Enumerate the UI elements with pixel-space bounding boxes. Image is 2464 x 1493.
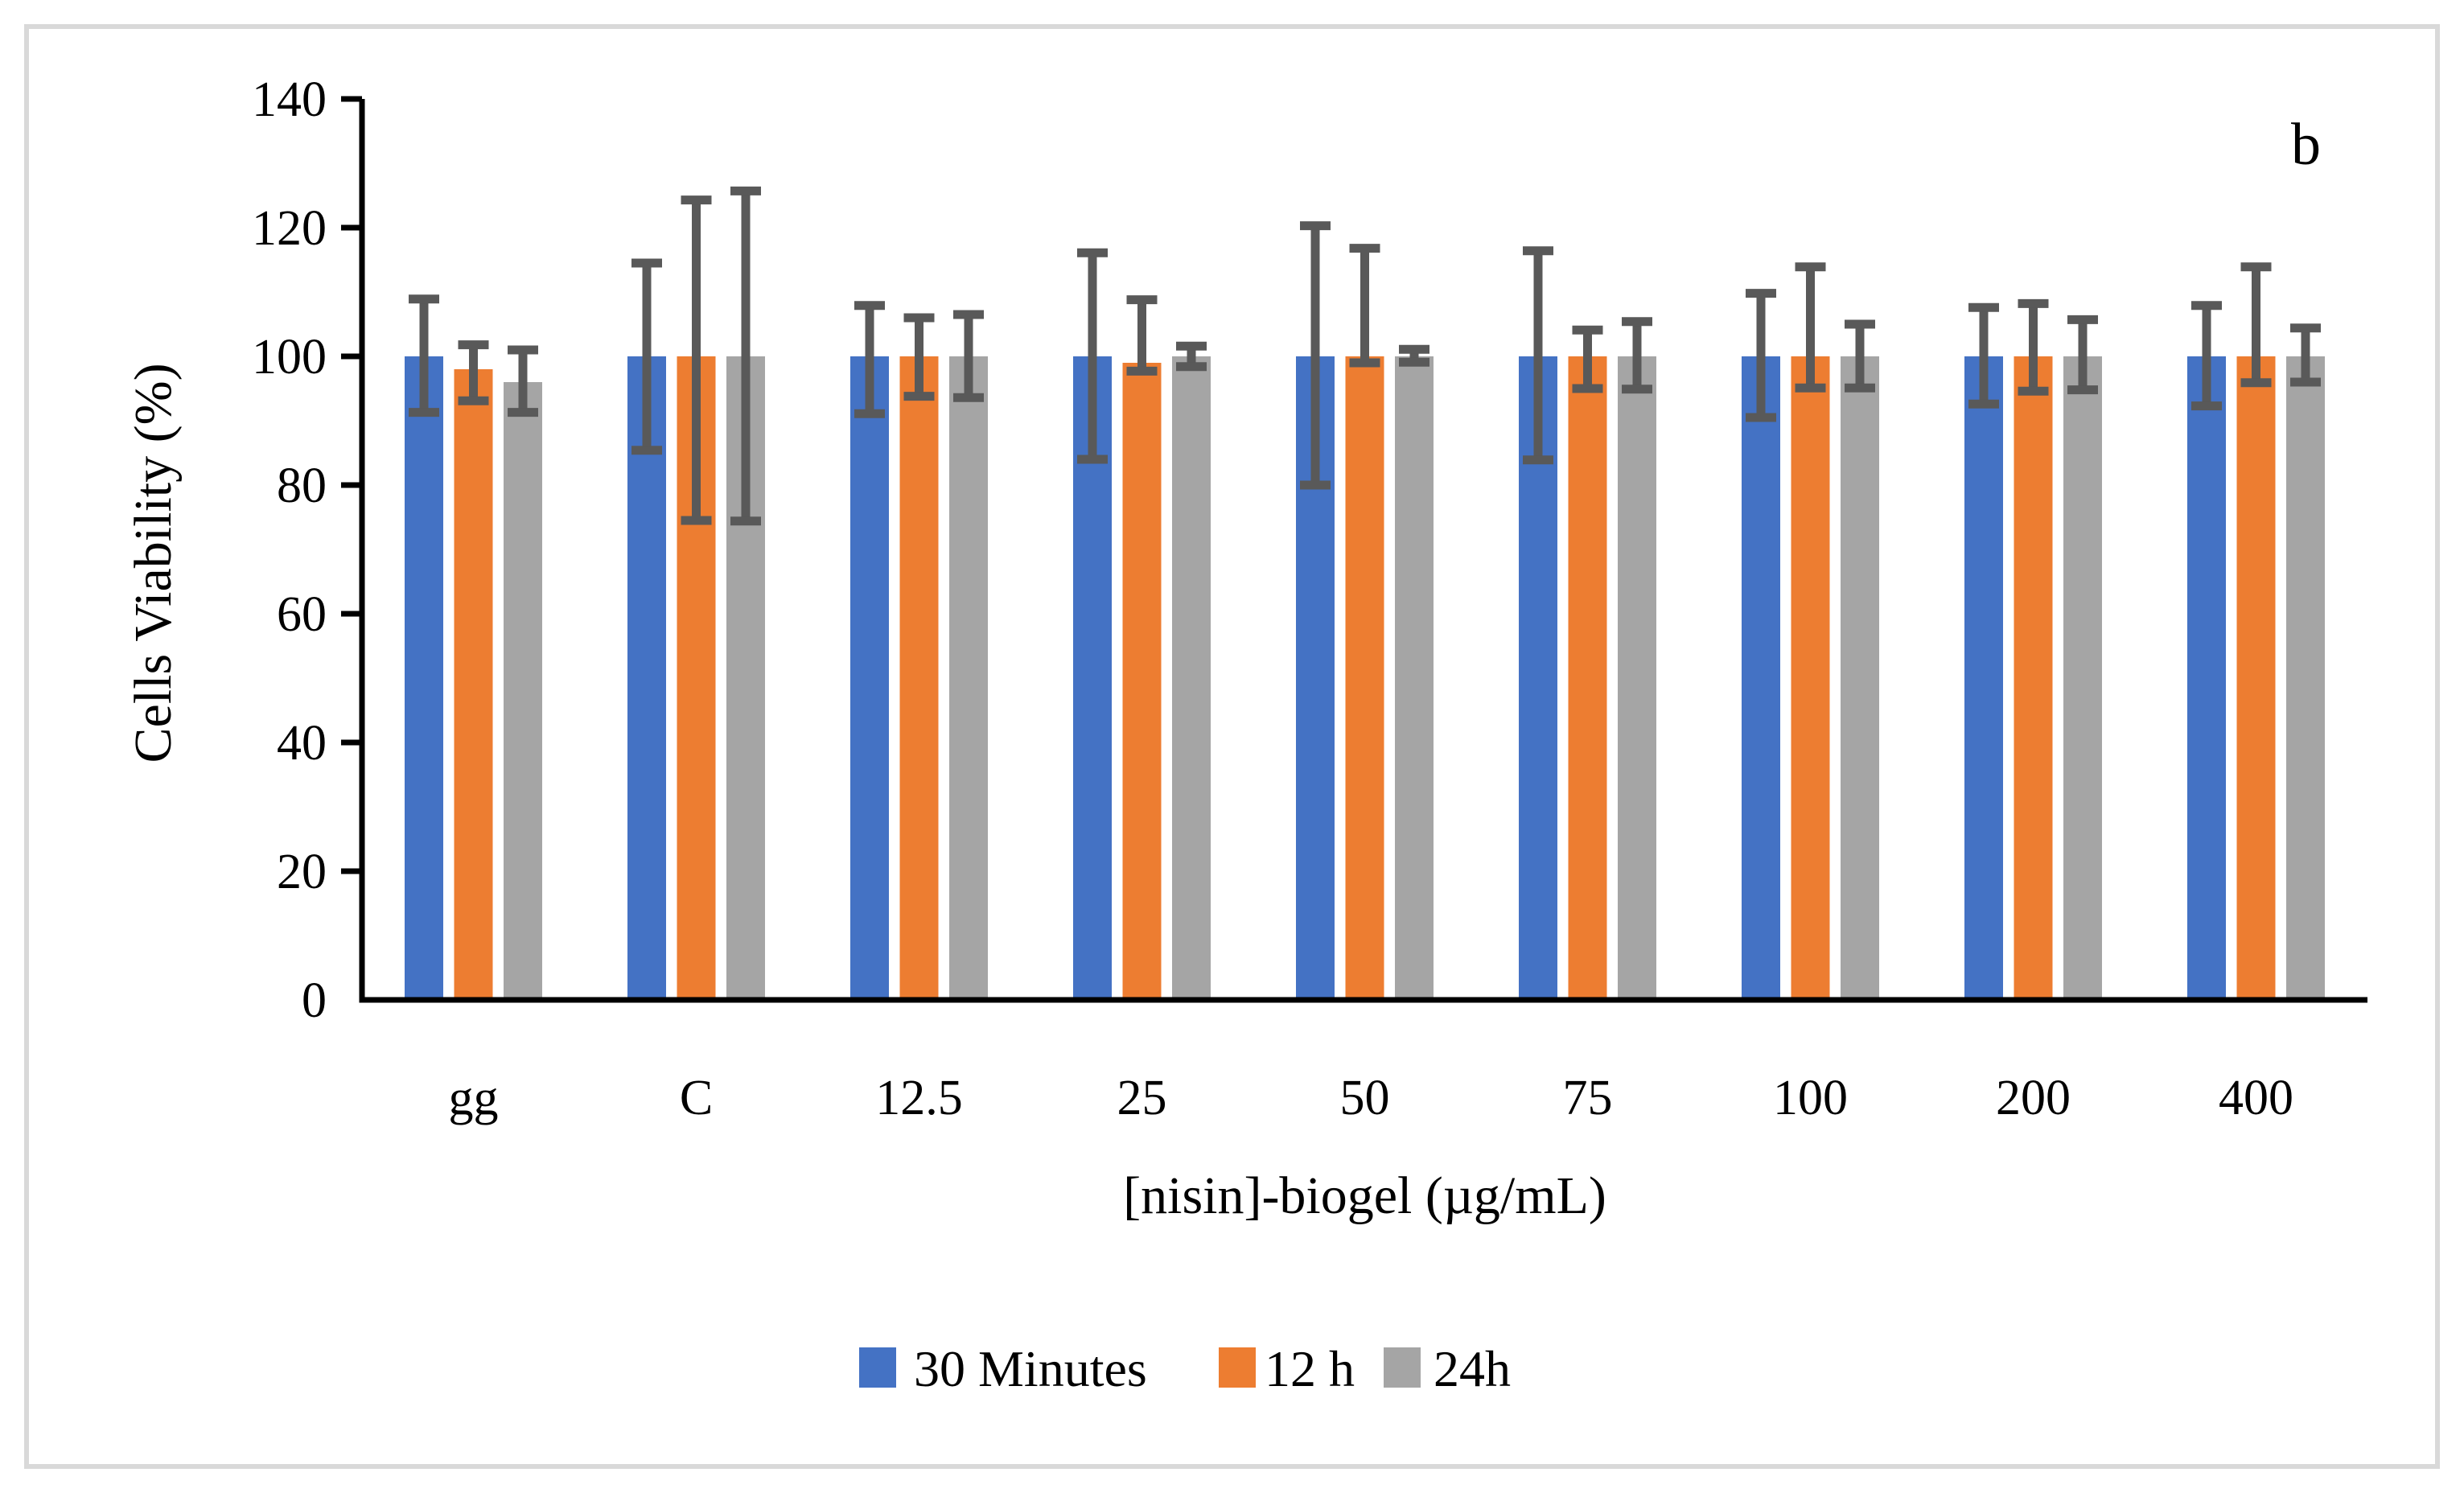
x-category-label: 200 <box>1996 1071 2071 1125</box>
x-axis-title: [nisin]-biogel (µg/mL) <box>1123 1166 1606 1225</box>
x-category-label: 50 <box>1340 1071 1390 1125</box>
bar-24h-50 <box>1395 356 1434 1000</box>
error-bar-30-minutes-C <box>631 258 662 455</box>
bar-24h-25 <box>1172 356 1211 1000</box>
error-bar-12-h-200 <box>2018 298 2049 396</box>
y-axis-title: Cells Viability (%) <box>124 363 183 763</box>
bar-24h-200 <box>2063 356 2102 1000</box>
error-bar-12-h-25 <box>1126 295 1158 376</box>
y-tick-label: 80 <box>277 459 327 513</box>
bar-12-h-50 <box>1345 356 1384 1000</box>
error-bar-12-h-50 <box>1349 244 1380 368</box>
error-bar-24h-100 <box>1845 319 1875 393</box>
y-tick-label: 100 <box>252 330 327 385</box>
legend-label-12-h: 12 h <box>1265 1340 1355 1397</box>
bar-30-minutes-400 <box>2187 356 2226 1000</box>
error-bar-30-minutes-75 <box>1523 246 1553 465</box>
x-category-label: 12.5 <box>875 1071 963 1125</box>
error-bar-12-h-12.5 <box>903 313 935 401</box>
error-bar-30-minutes-12.5 <box>854 301 885 418</box>
bar-24h-12.5 <box>949 356 988 1000</box>
x-category-label: 400 <box>2219 1071 2293 1125</box>
bar-30-minutes-200 <box>1964 356 2003 1000</box>
x-category-label: 75 <box>1563 1071 1613 1125</box>
error-bar-30-minutes-400 <box>2191 301 2222 411</box>
bar-30-minutes-100 <box>1742 356 1780 1000</box>
bar-24h-400 <box>2286 356 2325 1000</box>
bar-12-h-100 <box>1791 356 1830 1000</box>
bar-30-minutes-gg <box>405 356 443 1000</box>
error-bar-12-h-100 <box>1795 262 1826 393</box>
legend-swatch-30-minutes <box>859 1347 896 1388</box>
bar-12-h-200 <box>2014 356 2053 1000</box>
error-bar-24h-50 <box>1399 344 1429 367</box>
error-bar-30-minutes-gg <box>409 294 439 417</box>
bar-12-h-75 <box>1568 356 1607 1000</box>
error-bar-30-minutes-25 <box>1077 248 1108 464</box>
legend-swatch-24h <box>1384 1347 1421 1388</box>
bar-30-minutes-C <box>627 356 666 1000</box>
bar-24h-gg <box>504 382 542 1000</box>
error-bar-12-h-gg <box>458 340 489 405</box>
error-bar-30-minutes-200 <box>1968 302 1999 409</box>
y-tick-label: 0 <box>302 973 327 1028</box>
error-bar-24h-C <box>730 186 761 526</box>
x-category-label: C <box>680 1071 713 1125</box>
error-bar-24h-gg <box>508 345 538 417</box>
error-bar-12-h-C <box>681 195 712 525</box>
y-tick-label: 120 <box>252 201 327 256</box>
legend-label-30-minutes: 30 Minutes <box>914 1340 1147 1397</box>
x-category-label: 100 <box>1773 1071 1848 1125</box>
error-bar-30-minutes-100 <box>1746 289 1776 422</box>
error-bar-12-h-400 <box>2240 262 2272 388</box>
error-bar-24h-25 <box>1176 341 1207 372</box>
legend <box>859 1347 1421 1388</box>
bar-24h-75 <box>1618 356 1656 1000</box>
y-tick-label: 40 <box>277 716 327 771</box>
legend-label-24h: 24h <box>1434 1340 1511 1397</box>
y-tick-label: 60 <box>277 587 327 642</box>
x-category-label: 25 <box>1117 1071 1167 1125</box>
error-bar-24h-200 <box>2067 315 2098 395</box>
error-bar-24h-75 <box>1622 317 1652 394</box>
figure-label-b: b <box>2291 112 2321 178</box>
error-bar-24h-12.5 <box>953 310 984 402</box>
y-tick-label: 140 <box>252 72 327 127</box>
y-tick-label: 20 <box>277 845 327 899</box>
error-bar-30-minutes-50 <box>1300 221 1331 490</box>
bar-12-h-400 <box>2236 356 2276 1000</box>
legend-swatch-12-h <box>1219 1347 1256 1388</box>
bar-12-h-25 <box>1122 363 1162 1000</box>
bar-30-minutes-12.5 <box>850 356 889 1000</box>
figure-border-frame <box>24 24 2440 1469</box>
bar-12-h-gg <box>454 369 493 1000</box>
bar-12-h-12.5 <box>899 356 939 1000</box>
x-category-label: gg <box>449 1071 499 1125</box>
bar-24h-100 <box>1841 356 1879 1000</box>
error-bar-24h-400 <box>2290 323 2321 387</box>
error-bar-12-h-75 <box>1572 325 1603 393</box>
